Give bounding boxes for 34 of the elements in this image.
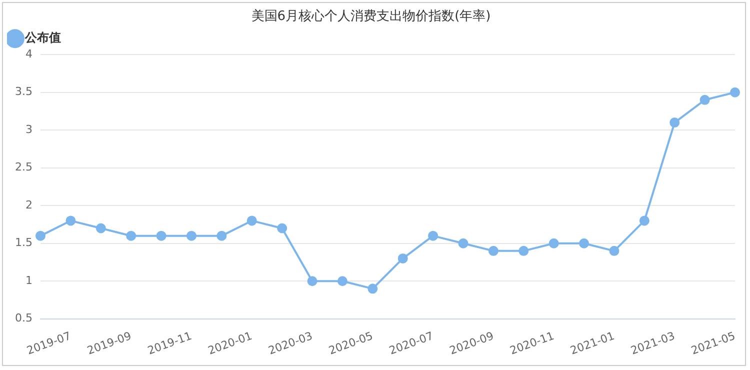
- point: [518, 246, 529, 256]
- y-tick-label: 3: [25, 122, 32, 136]
- point: [398, 253, 408, 264]
- point: [96, 223, 106, 234]
- point: [126, 230, 136, 241]
- point: [35, 230, 46, 241]
- point: [307, 276, 318, 286]
- y-tick-label: 1: [25, 274, 32, 287]
- point: [277, 223, 288, 234]
- point: [700, 94, 710, 105]
- y-tick-label: 4: [25, 47, 32, 60]
- point: [216, 230, 227, 241]
- point: [639, 216, 650, 226]
- point: [368, 284, 378, 294]
- point: [458, 238, 468, 248]
- point: [337, 276, 348, 286]
- point: [156, 230, 166, 241]
- y-tick-label: 2.5: [14, 160, 32, 174]
- point: [730, 87, 740, 98]
- y-tick-label: 1.5: [14, 236, 32, 250]
- point: [488, 246, 498, 256]
- y-tick-label: 3.5: [14, 85, 32, 98]
- point: [670, 118, 680, 128]
- point: [246, 216, 257, 226]
- point: [548, 238, 559, 248]
- legend-label: 公布值: [24, 30, 61, 45]
- point: [186, 230, 196, 241]
- chart-title: 美国6月核心个人消费支出物价指数(年率): [251, 8, 491, 24]
- point: [579, 238, 590, 248]
- y-tick-label: 0.5: [14, 312, 32, 325]
- point: [66, 216, 76, 226]
- point: [609, 246, 620, 256]
- point: [428, 230, 438, 241]
- y-tick-label: 2: [25, 198, 32, 212]
